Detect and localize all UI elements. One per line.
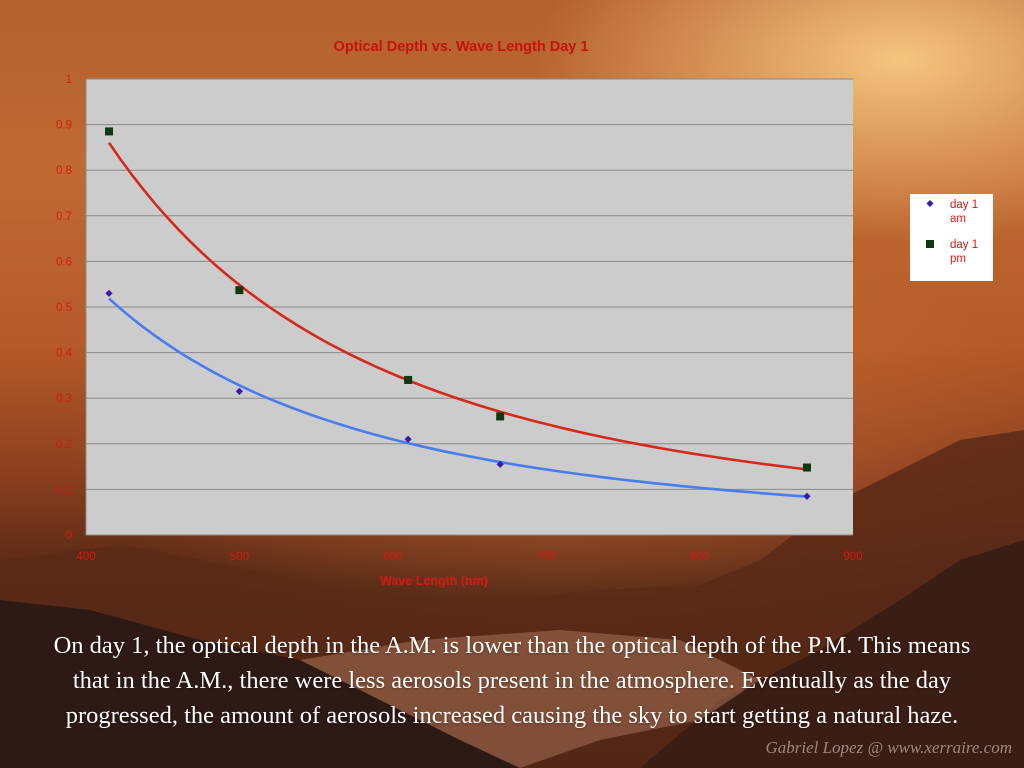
y-tick-label: 0.9 bbox=[56, 120, 72, 132]
y-tick-label: 0.4 bbox=[56, 348, 73, 360]
y-tick-label: 0.3 bbox=[56, 393, 72, 405]
y-tick-label: 0.6 bbox=[56, 256, 72, 268]
trendlines bbox=[107, 141, 808, 498]
trendline-day-1-pm bbox=[107, 141, 808, 471]
legend-label: day 1 am bbox=[950, 199, 978, 225]
legend-label: day 1 pm bbox=[950, 239, 978, 265]
y-tick-label: 0 bbox=[66, 530, 72, 542]
caption-text: On day 1, the optical depth in the A.M. … bbox=[53, 632, 971, 729]
watermark: Gabriel Lopez @ www.xerraire.com bbox=[765, 738, 1012, 757]
x-tick-label: 800 bbox=[690, 551, 709, 563]
gridlines bbox=[85, 78, 853, 536]
legend-marker-am bbox=[926, 200, 934, 207]
y-tick-label: 0.1 bbox=[56, 484, 72, 496]
y-tick-label: 0.7 bbox=[56, 211, 72, 223]
data-points bbox=[105, 127, 811, 500]
legend-marker-pm bbox=[926, 240, 934, 248]
x-tick-labels: 400 500 600 700 800 900 bbox=[76, 551, 862, 563]
data-point-am bbox=[105, 289, 113, 297]
data-point-pm bbox=[105, 127, 114, 136]
x-tick-label: 600 bbox=[383, 551, 402, 563]
y-tick-label: 0.2 bbox=[56, 439, 72, 451]
data-point-am bbox=[496, 460, 504, 468]
data-point-pm bbox=[802, 463, 811, 472]
legend: day 1 am day 1 pm bbox=[910, 194, 993, 281]
y-tick-label: 0.5 bbox=[56, 302, 72, 314]
x-tick-label: 400 bbox=[76, 551, 95, 563]
y-tick-label: 0.8 bbox=[56, 165, 72, 177]
data-point-pm bbox=[235, 286, 244, 295]
data-point-pm bbox=[496, 412, 505, 421]
x-tick-label: 500 bbox=[230, 551, 249, 563]
legend-box bbox=[910, 194, 993, 281]
chart-title: Optical Depth vs. Wave Length Day 1 bbox=[334, 39, 589, 55]
y-tick-labels: 0 0.1 0.2 0.3 0.4 0.5 0.6 0.7 0.8 0.9 1 bbox=[56, 74, 73, 542]
x-tick-label: 700 bbox=[537, 551, 556, 563]
data-point-am bbox=[803, 492, 811, 500]
data-point-am bbox=[404, 435, 412, 443]
trendline-day-1-am bbox=[108, 297, 808, 498]
y-tick-label: 1 bbox=[66, 74, 72, 86]
x-axis-label: Wave Length (nm) bbox=[380, 574, 488, 588]
x-tick-label: 900 bbox=[843, 551, 862, 563]
data-point-am bbox=[235, 387, 243, 395]
data-point-pm bbox=[404, 375, 413, 384]
